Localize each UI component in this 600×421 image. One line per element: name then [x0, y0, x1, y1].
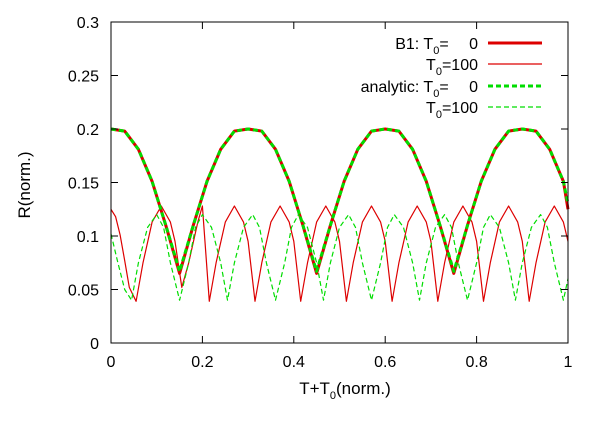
legend-label-1: B1: T0= 0 — [395, 36, 478, 57]
y-tick-label: 0.2 — [77, 122, 99, 139]
x-tick-label: 0.6 — [374, 354, 396, 371]
legend-label-3: analytic: T0= 0 — [361, 79, 479, 100]
x-tick-label: 0.4 — [283, 354, 305, 371]
plot-frame — [110, 21, 569, 344]
y-tick-label: 0.25 — [68, 69, 99, 86]
series-line-2 — [110, 205, 569, 302]
series-line-1 — [110, 127, 570, 275]
axis-ticks — [110, 21, 569, 344]
x-tick-label: 0 — [107, 354, 116, 371]
x-tick-label: 1 — [564, 354, 573, 371]
x-axis-label-sub: 0 — [330, 390, 336, 402]
tick-labels: 0 0.2 0.4 0.6 0.8 1 0 0.05 0.1 0.15 0.2 0.25 0.3 — [68, 15, 573, 371]
legend-label-4: T0=100 — [426, 100, 478, 121]
x-tick-label: 0.8 — [465, 354, 487, 371]
y-tick-label: 0.05 — [68, 283, 99, 300]
legend-label-2: T0=100 — [426, 57, 478, 78]
y-tick-label: 0.15 — [68, 176, 99, 193]
y-tick-label: 0.3 — [77, 15, 99, 32]
series-line-3 — [110, 127, 570, 273]
x-axis-label-main: T+T — [299, 379, 330, 398]
y-tick-label: 0.1 — [77, 229, 99, 246]
y-tick-label: 0 — [90, 336, 99, 353]
x-axis-label: T+T0(norm.) — [299, 379, 391, 402]
x-axis-label-rest: (norm.) — [336, 379, 391, 398]
x-tick-label: 0.2 — [191, 354, 213, 371]
plot-series — [110, 127, 570, 302]
y-axis-label: R(norm.) — [15, 151, 34, 218]
series-line-4 — [110, 214, 569, 301]
